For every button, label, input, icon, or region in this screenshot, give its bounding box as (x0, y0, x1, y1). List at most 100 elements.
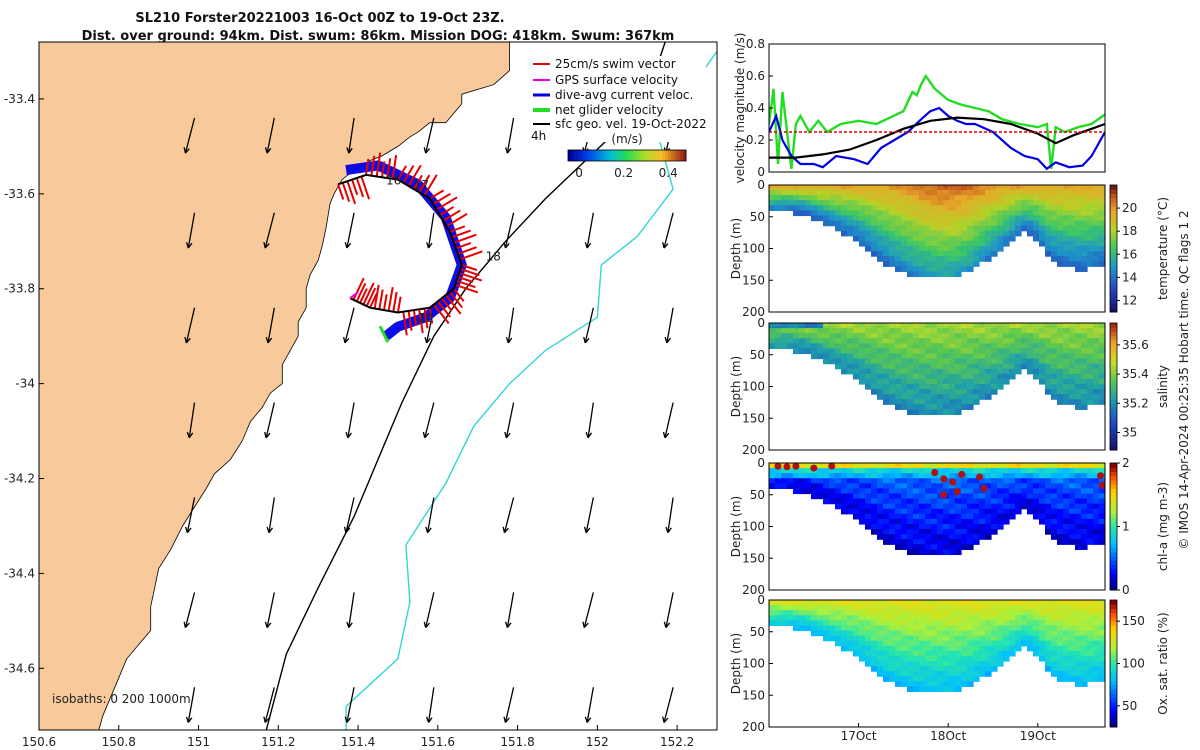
section-cell (1069, 399, 1076, 405)
section-cell (823, 625, 830, 632)
section-cell (949, 681, 956, 687)
section-cell (1069, 338, 1076, 344)
section-cell (1051, 378, 1058, 385)
section-cell (805, 338, 812, 344)
section-cell (1027, 645, 1034, 652)
section-cell (973, 518, 980, 525)
colorbar-segment (680, 150, 684, 161)
section-cell (949, 190, 956, 196)
section-cell (931, 650, 938, 657)
section-cell (901, 630, 908, 637)
section-cell (841, 348, 848, 355)
section-cell (877, 363, 884, 370)
section-cell (937, 338, 944, 344)
section-cell (1093, 205, 1100, 211)
section-cell (883, 660, 890, 667)
section-cell (835, 328, 842, 334)
section-cell (985, 215, 992, 222)
section-cell (1039, 200, 1046, 206)
section-surface-dot (859, 600, 865, 604)
section-cell (1015, 468, 1022, 474)
sfc-arrow-shaft (346, 212, 355, 249)
sfc-arrow-shaft (427, 212, 435, 249)
section-colorbar-segment (1110, 352, 1117, 358)
section-cell (1075, 245, 1082, 252)
section-colorbar-segment (1110, 278, 1117, 283)
section-cell (1039, 483, 1046, 489)
section-cell (895, 513, 902, 520)
section-cell (865, 478, 872, 484)
section-cell (1081, 676, 1088, 682)
section-cell (943, 200, 950, 206)
coastline-land (39, 42, 510, 730)
section-cell (865, 483, 872, 489)
colorbar-segment (662, 150, 666, 161)
section-cell (1039, 353, 1046, 360)
section-cell (961, 245, 968, 252)
section-cell (1063, 610, 1070, 616)
section-cell (973, 503, 980, 510)
section-cell (955, 640, 962, 647)
section-cell (973, 200, 980, 206)
section-cell (859, 368, 866, 375)
section-cell (883, 235, 890, 242)
section-cell (811, 195, 818, 201)
section-cell (1093, 399, 1100, 405)
section-cell (967, 473, 974, 479)
section-cell (871, 529, 878, 535)
section-cell (811, 610, 818, 616)
section-surface-dot (853, 600, 859, 604)
colorbar-segment (585, 150, 590, 161)
sfc-arrow-head (183, 621, 190, 629)
section-cell (1033, 610, 1040, 616)
section-cell (835, 343, 842, 349)
section-cell (1063, 630, 1070, 637)
section-cell (1063, 220, 1070, 227)
section-colorbar-segment (1110, 710, 1117, 715)
section-cell (877, 195, 884, 201)
section-cell (901, 215, 908, 222)
section-colorbar-tick-label: 1 (1122, 520, 1130, 534)
section-cell (883, 605, 890, 611)
section-cell (889, 473, 896, 479)
section-cell (949, 378, 956, 385)
section-cell (895, 483, 902, 489)
section-colorbar-segment (1110, 616, 1117, 622)
section-cell (859, 635, 866, 642)
section-cell (769, 468, 776, 474)
section-cell (1027, 200, 1034, 206)
section-cell (871, 240, 878, 247)
sfc-arrow-head (662, 242, 669, 249)
section-cell (1093, 534, 1100, 540)
section-colorbar-segment (1110, 577, 1117, 583)
section-cell (847, 640, 854, 647)
section-cell (913, 513, 920, 520)
section-cell (1051, 503, 1058, 510)
section-cell (1015, 473, 1022, 479)
section-surface-dot (985, 463, 991, 467)
section-cell (793, 333, 800, 339)
section-surface-dot (889, 323, 895, 327)
section-cell (949, 353, 956, 360)
section-surface-dot (1021, 463, 1027, 467)
section-cell (829, 338, 836, 344)
section-cell (1099, 348, 1105, 355)
section-cell (1069, 195, 1076, 201)
section-cell (985, 368, 992, 375)
section-cell (973, 478, 980, 484)
section-cell (865, 610, 872, 616)
section-cell (823, 473, 830, 479)
section-cell (907, 671, 914, 677)
section-cell (895, 676, 902, 682)
section-surface-dot (805, 463, 811, 467)
section-cell (871, 338, 878, 344)
section-cell (841, 640, 848, 647)
section-surface-dot (799, 323, 805, 327)
map-x-tick-label: 151.4 (341, 735, 375, 749)
section-cell (1039, 235, 1046, 242)
section-cell (1027, 503, 1034, 510)
section-cell (967, 210, 974, 217)
section-cell (1081, 671, 1088, 677)
section-surface-dot (1015, 323, 1021, 327)
section-cell (961, 333, 968, 339)
